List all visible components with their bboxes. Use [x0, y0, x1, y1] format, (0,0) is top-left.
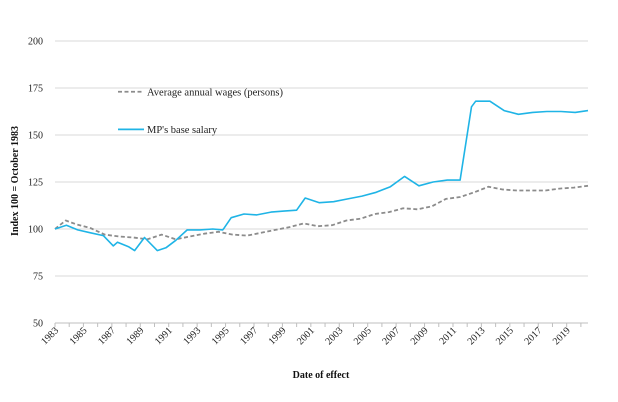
x-tick-label: 1989 — [124, 325, 146, 347]
x-tick-label: 2013 — [466, 325, 488, 347]
x-tick-label: 1997 — [238, 325, 260, 347]
y-tick-label: 100 — [28, 225, 43, 236]
legend-label: MP's base salary — [147, 125, 218, 136]
x-tick-label: 2019 — [551, 325, 573, 347]
x-tick-label: 2015 — [494, 325, 516, 347]
y-axis-title: Index 100 = October 1983 — [10, 126, 21, 236]
x-tick-label: 2009 — [409, 325, 431, 347]
x-tick-label: 2007 — [380, 325, 402, 347]
y-tick-label: 125 — [28, 178, 43, 189]
gridlines — [55, 40, 588, 277]
y-tick-label: 75 — [33, 272, 43, 283]
x-tick-label: 2003 — [323, 325, 345, 347]
x-tick-label: 1987 — [96, 325, 118, 347]
series-lines — [54, 100, 589, 252]
legend-label: Average annual wages (persons) — [147, 87, 283, 98]
y-axis-tick-labels: 50 75 100 125 150 175 200 — [28, 37, 43, 330]
x-tick-label: 1993 — [181, 325, 203, 347]
x-tick-label: 1995 — [210, 325, 232, 347]
x-tick-label: 2017 — [522, 325, 544, 347]
series-line-average-wages — [54, 184, 589, 241]
y-tick-label: 150 — [28, 131, 43, 142]
x-tick-label: 1999 — [267, 325, 289, 347]
x-tick-label: 2005 — [352, 325, 374, 347]
y-tick-label: 175 — [28, 84, 43, 95]
x-axis-title: Date of effect — [293, 370, 350, 381]
x-tick-label: 1985 — [68, 325, 90, 347]
x-tick-label: 2011 — [437, 325, 459, 347]
x-tick-label: 1991 — [153, 325, 175, 347]
y-tick-label: 200 — [28, 37, 43, 48]
x-axis-tick-labels: 1983 1985 1987 1989 1991 1993 1995 1997 1999 2001… — [39, 323, 582, 347]
series-line-mp-salary — [54, 100, 589, 252]
x-tick-label: 2001 — [295, 325, 317, 347]
legend: Average annual wages (persons) MP's base … — [118, 87, 283, 136]
y-tick-label: 50 — [33, 319, 43, 330]
